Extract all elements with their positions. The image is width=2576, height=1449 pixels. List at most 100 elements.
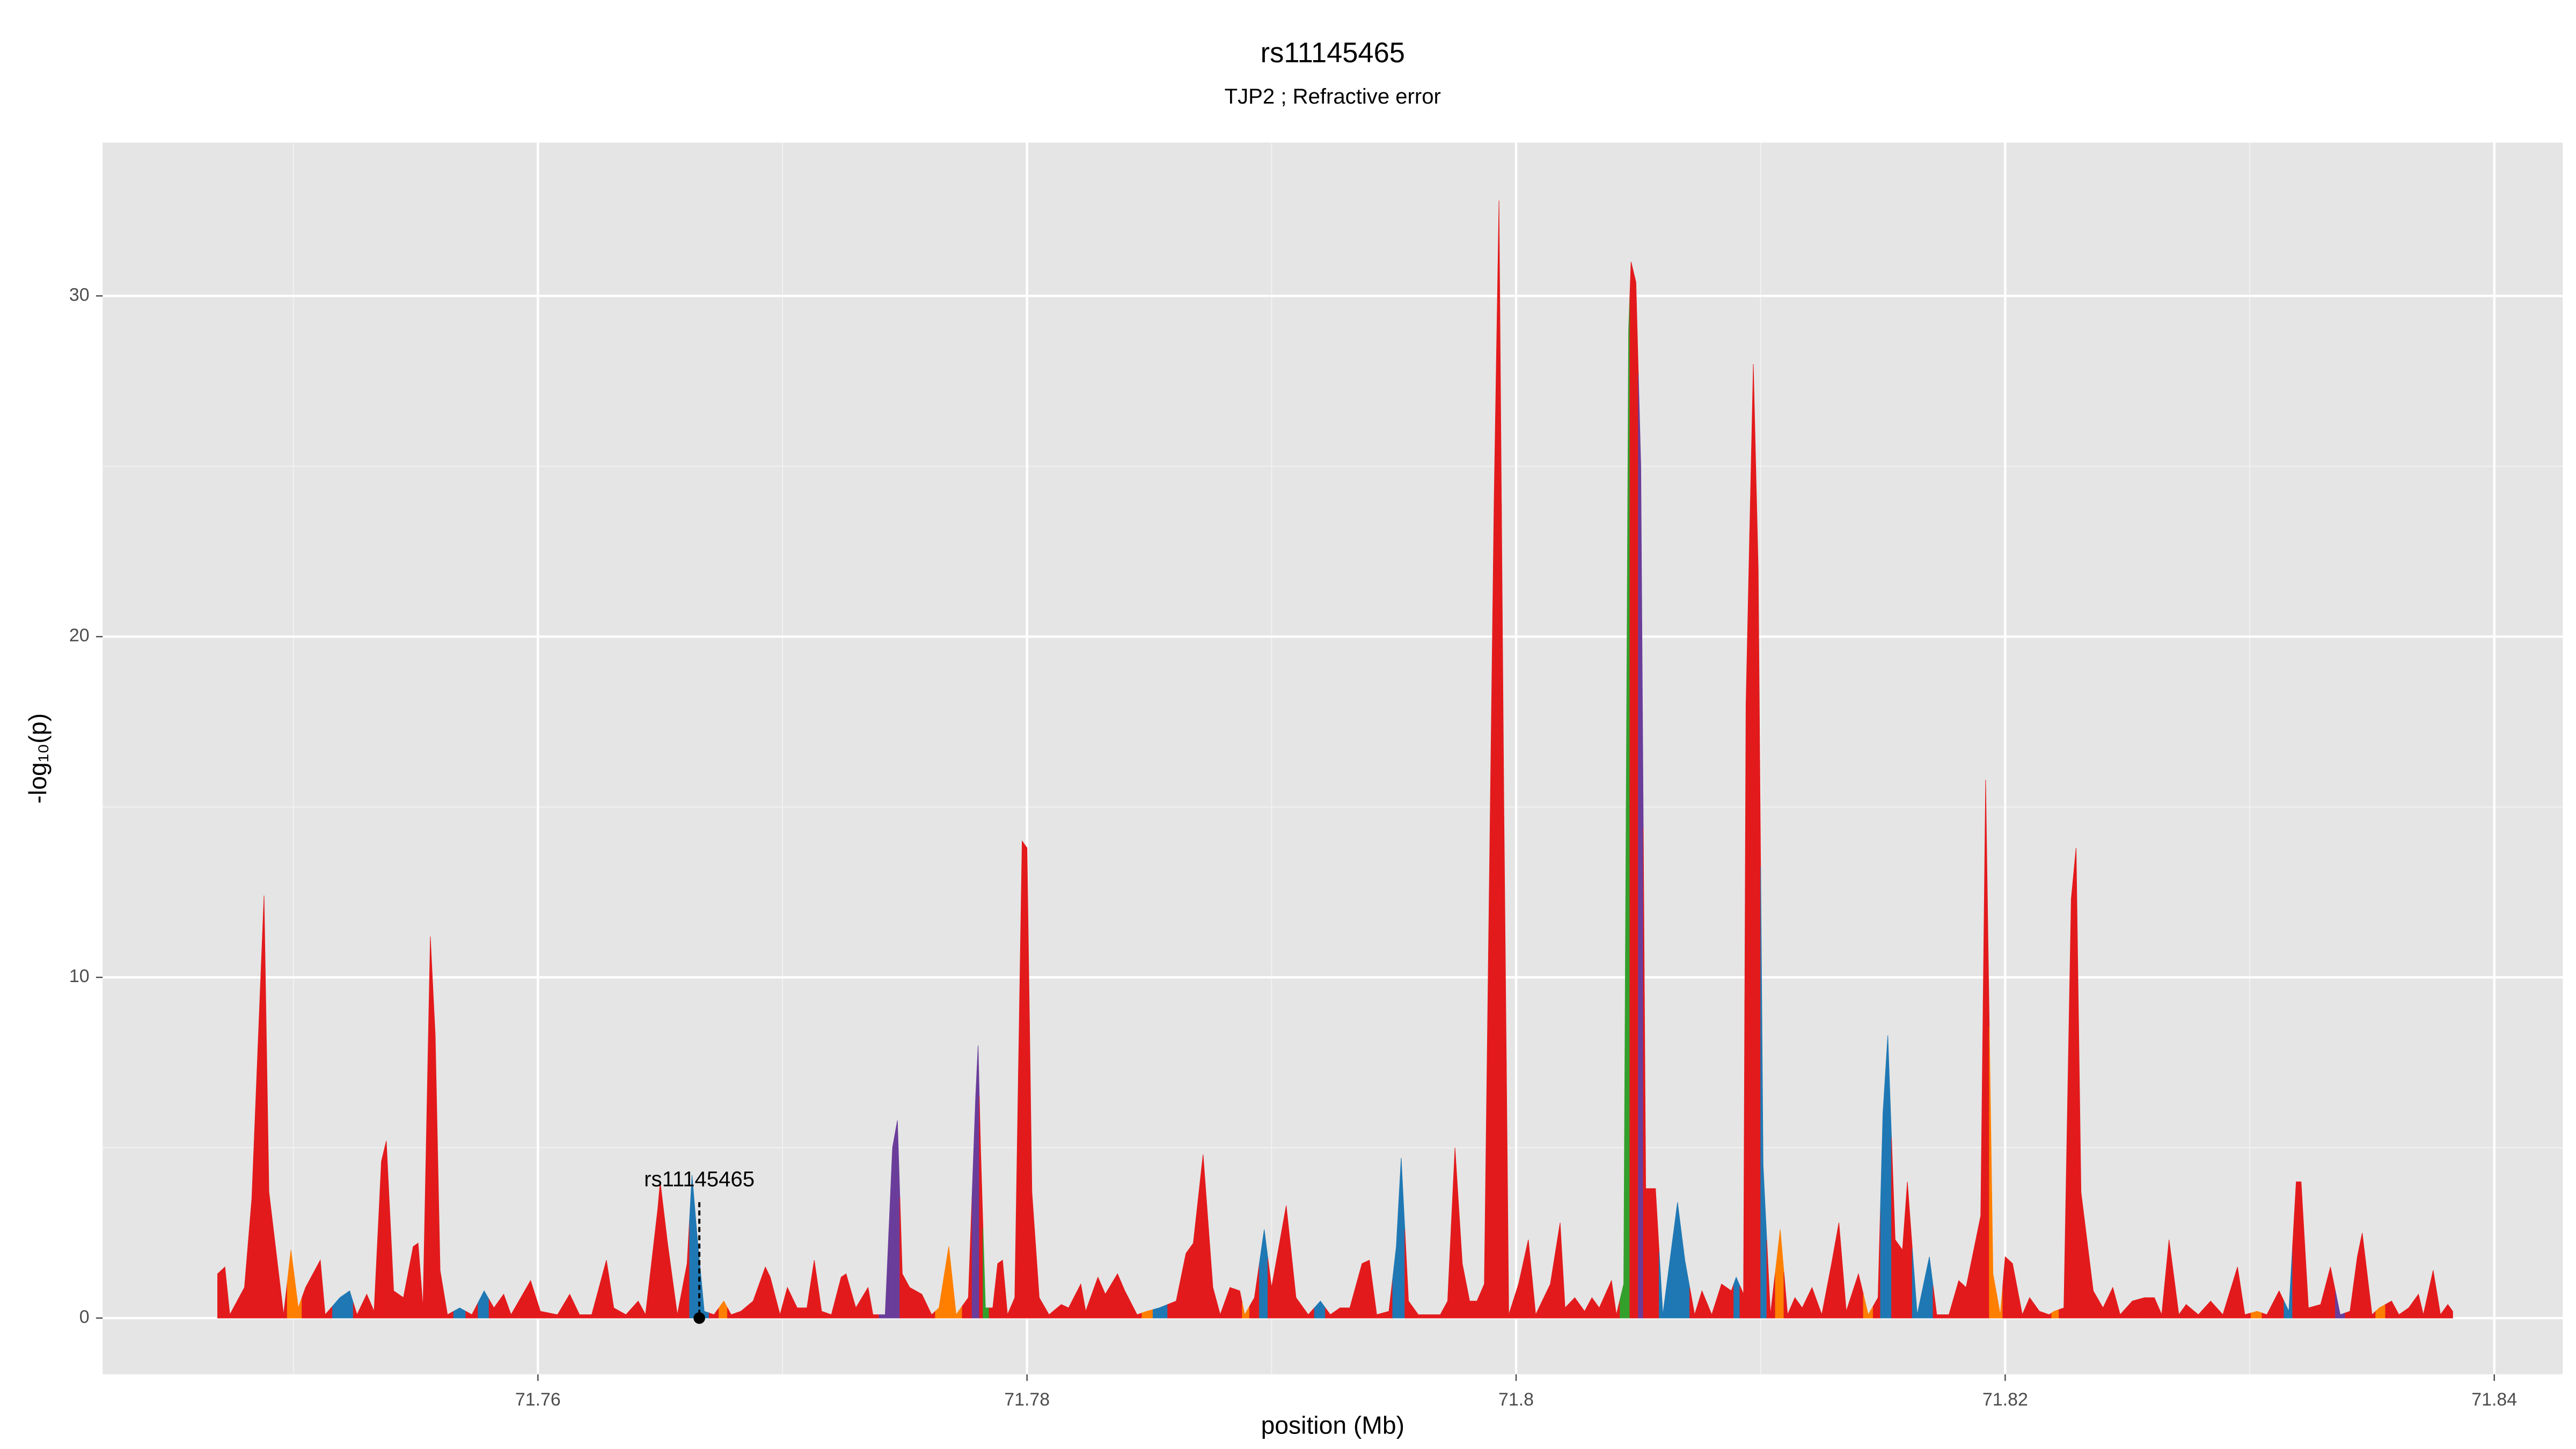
area-segment xyxy=(426,936,433,1319)
area-segment xyxy=(370,1236,378,1319)
area-segment xyxy=(1817,1289,1827,1319)
area-segment xyxy=(2116,1301,2127,1319)
area-segment xyxy=(1588,1297,1596,1319)
area-segment xyxy=(478,1290,489,1319)
x-tick-label: 71.76 xyxy=(515,1389,561,1410)
area-segment xyxy=(1933,1285,1943,1319)
area-segment xyxy=(2314,1285,2326,1319)
area-segment xyxy=(1513,1262,1524,1319)
area-segment xyxy=(1074,1283,1084,1319)
area-segment xyxy=(1064,1296,1075,1319)
area-segment xyxy=(2292,1181,2299,1319)
area-segment xyxy=(1905,1182,1913,1319)
area-segment xyxy=(1189,1198,1199,1319)
area-segment xyxy=(1458,1205,1467,1319)
area-segment xyxy=(895,1120,901,1319)
area-segment xyxy=(2098,1297,2109,1319)
area-segment xyxy=(774,1296,784,1319)
area-segment xyxy=(2059,1103,2068,1319)
area-segment xyxy=(266,1043,274,1319)
area-segment xyxy=(870,1301,880,1319)
area-segment xyxy=(1749,364,1757,1319)
area-segment xyxy=(1689,1287,1699,1319)
area-segment xyxy=(273,1233,282,1319)
area-segment xyxy=(2051,1309,2060,1319)
area-segment xyxy=(2395,1307,2404,1319)
area-segment xyxy=(2436,1292,2445,1319)
area-segment xyxy=(1806,1286,1817,1319)
area-segment xyxy=(2272,1290,2285,1319)
area-segment xyxy=(2250,1311,2263,1319)
area-segment xyxy=(979,1096,984,1319)
area-segment xyxy=(810,1260,818,1319)
area-segment xyxy=(1018,840,1025,1319)
area-segment xyxy=(1638,374,1644,1319)
area-segment xyxy=(802,1284,811,1319)
area-segment xyxy=(1198,1154,1209,1319)
area-segment xyxy=(935,1277,945,1319)
area-segment xyxy=(548,1303,564,1319)
area-segment xyxy=(1532,1277,1543,1319)
area-segment xyxy=(1152,1304,1168,1319)
area-segment xyxy=(1404,1229,1414,1319)
area-segment xyxy=(1130,1302,1143,1319)
area-segment xyxy=(962,1197,972,1319)
area-segment xyxy=(2025,1297,2035,1319)
area-segment xyxy=(2304,1245,2315,1319)
area-segment xyxy=(465,1302,479,1319)
area-segment xyxy=(1872,1205,1881,1319)
area-segment xyxy=(1429,1307,1445,1319)
area-segment xyxy=(1382,1278,1393,1319)
area-segment xyxy=(2157,1277,2166,1319)
area-segment xyxy=(1167,1277,1182,1319)
area-segment xyxy=(437,1153,444,1319)
y-tick-label: 20 xyxy=(69,625,90,646)
x-axis-label: position (Mb) xyxy=(1261,1411,1404,1439)
area-segment xyxy=(2087,1241,2098,1319)
area-segment xyxy=(1842,1267,1853,1319)
area-segment xyxy=(1826,1243,1836,1319)
area-segment xyxy=(1620,807,1627,1319)
area-segment xyxy=(1898,1216,1906,1319)
area-segment xyxy=(1029,1020,1036,1319)
area-segment xyxy=(2034,1304,2045,1319)
area-segment xyxy=(1335,1307,1345,1319)
area-segment xyxy=(574,1304,586,1319)
area-segment xyxy=(1091,1276,1102,1319)
area-segment xyxy=(2262,1302,2273,1319)
area-segment xyxy=(1480,892,1490,1319)
area-segment xyxy=(1225,1287,1235,1319)
area-segment xyxy=(836,1275,844,1319)
area-segment xyxy=(1912,1248,1924,1319)
area-segment xyxy=(1242,1302,1250,1319)
annotation-point xyxy=(693,1312,705,1324)
area-segment xyxy=(1643,827,1651,1319)
area-segment xyxy=(585,1287,599,1319)
y-tick-label: 10 xyxy=(69,966,90,986)
area-segment xyxy=(663,1212,673,1319)
area-segment xyxy=(1365,1260,1373,1319)
area-segment xyxy=(294,1278,303,1319)
area-segment xyxy=(2174,1277,2183,1319)
area-segment xyxy=(1698,1290,1707,1319)
area-segment xyxy=(1760,866,1767,1319)
area-segment xyxy=(658,1182,664,1319)
area-segment xyxy=(361,1293,371,1319)
area-segment xyxy=(383,1140,391,1319)
area-segment xyxy=(217,1270,222,1319)
area-segment xyxy=(1923,1256,1934,1319)
area-segment xyxy=(2067,873,2074,1319)
area-segment xyxy=(1121,1282,1131,1319)
area-segment xyxy=(287,1250,295,1319)
plot-panel xyxy=(103,142,2563,1374)
area-segment xyxy=(2359,1233,2368,1319)
area-segment xyxy=(792,1297,802,1319)
area-segment xyxy=(598,1260,611,1319)
area-segment xyxy=(2204,1300,2218,1319)
area-segment xyxy=(976,1045,980,1319)
area-segment xyxy=(1466,1282,1474,1319)
area-segment xyxy=(332,1293,345,1319)
area-segment xyxy=(632,1300,642,1319)
area-segment xyxy=(2241,1291,2251,1319)
area-segment xyxy=(1852,1272,1864,1319)
